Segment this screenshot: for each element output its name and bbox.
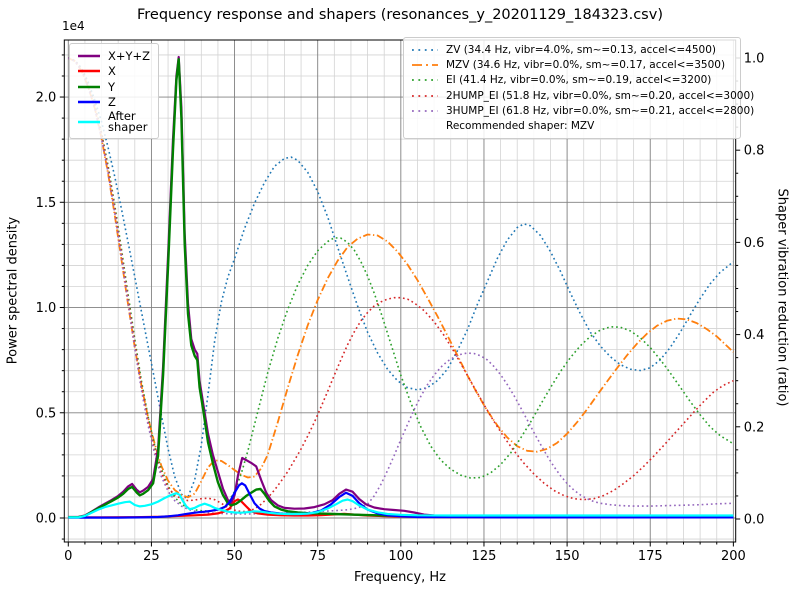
legend-label-recommended: Recommended shaper: MZV bbox=[446, 120, 595, 133]
empty-sample bbox=[411, 123, 439, 129]
series-x-y-z bbox=[68, 55, 734, 519]
y-left-tick-label-0.0: 0.0 bbox=[36, 512, 57, 527]
legend-shapers: ZV (34.4 Hz, vibr=4.0%, sm~=0.13, accel<… bbox=[403, 37, 754, 139]
legend-label-3hump-ei: 3HUMP_EI (61.8 Hz, vibr=0.0%, sm~=0.21, … bbox=[446, 104, 755, 117]
axes-group: 0 25 50 75 100 125 150 175 200 0.0 0.5 1.0 1.5 2.0 0.0… bbox=[36, 39, 765, 564]
legend-label-mzv: MZV (34.6 Hz, vibr=0.0%, sm~=0.17, accel… bbox=[446, 58, 726, 71]
x-tick-label-175: 175 bbox=[638, 549, 663, 564]
line-sample-xyz bbox=[78, 54, 100, 57]
line-sample-after-shaper bbox=[78, 120, 100, 124]
legend-item-x: X bbox=[77, 64, 150, 80]
y-right-tick-label-0.0: 0.0 bbox=[744, 512, 765, 527]
x-axis-label: Frequency, Hz bbox=[353, 570, 447, 585]
series-mzv bbox=[67, 57, 735, 499]
plot-border bbox=[63, 39, 737, 543]
dotted-line-sample-zv bbox=[412, 48, 438, 51]
series-after-shaper bbox=[68, 492, 734, 519]
y-left-tick-label-1.0: 1.0 bbox=[36, 301, 57, 316]
x-tick-label-50: 50 bbox=[226, 549, 243, 564]
chart-title: Frequency response and shapers (resonanc… bbox=[137, 7, 663, 23]
y-left-tick-label-1.5: 1.5 bbox=[36, 196, 57, 211]
legend-item-after-shaper: After shaper bbox=[77, 110, 150, 134]
y-left-axis-label: Power spectral density bbox=[5, 216, 21, 365]
x-tick-label-0: 0 bbox=[64, 549, 72, 564]
legend-item-ei: EI (41.4 Hz, vibr=0.0%, sm~=0.19, accel<… bbox=[411, 73, 732, 88]
legend-item-mzv: MZV (34.6 Hz, vibr=0.0%, sm~=0.17, accel… bbox=[411, 57, 732, 72]
legend-item-y: Y bbox=[77, 79, 150, 95]
y-right-tick-label-0.8: 0.8 bbox=[744, 144, 765, 159]
dotted-line-sample-3hump-ei bbox=[412, 109, 438, 112]
x-tick-label-200: 200 bbox=[721, 549, 746, 564]
y-right-axis-label: Shaper vibration reduction (ratio) bbox=[774, 188, 790, 407]
dotted-line-sample-2hump-ei bbox=[412, 94, 438, 97]
series-2hump-ei bbox=[67, 57, 734, 513]
x-tick-label-100: 100 bbox=[388, 549, 413, 564]
series-y bbox=[68, 58, 734, 519]
legend-label-after-shaper: After shaper bbox=[108, 108, 148, 134]
grid-minor bbox=[64, 40, 736, 542]
series-3hump-ei bbox=[67, 57, 734, 515]
legend-label-ei: EI (41.4 Hz, vibr=0.0%, sm~=0.19, accel<… bbox=[446, 74, 712, 87]
x-tick-label-75: 75 bbox=[309, 549, 326, 564]
y-left-tick-label-0.5: 0.5 bbox=[36, 406, 57, 421]
y-left-tick-label-2.0: 2.0 bbox=[36, 91, 57, 106]
legend-item-3hump-ei: 3HUMP_EI (61.8 Hz, vibr=0.0%, sm~=0.21, … bbox=[411, 103, 754, 118]
line-sample-y bbox=[78, 85, 100, 88]
series-zv bbox=[68, 57, 734, 499]
legend-label-xyz: X+Y+Z bbox=[108, 48, 151, 63]
line-sample-z bbox=[78, 101, 100, 104]
y-right-tick-label-0.2: 0.2 bbox=[744, 420, 765, 435]
legend-psd: X+Y+Z X Y Z After shaper bbox=[69, 43, 160, 139]
legend-label-y: Y bbox=[108, 79, 116, 94]
legend-item-zv: ZV (34.4 Hz, vibr=4.0%, sm~=0.13, accel<… bbox=[411, 42, 732, 57]
series-group bbox=[67, 55, 735, 519]
y-right-tick-label-0.6: 0.6 bbox=[744, 236, 765, 251]
legend-item-xyz: X+Y+Z bbox=[77, 48, 150, 64]
legend-label-2hump-ei: 2HUMP_EI (51.8 Hz, vibr=0.0%, sm~=0.20, … bbox=[446, 89, 755, 102]
x-tick-label-150: 150 bbox=[555, 549, 580, 564]
dotted-line-sample-ei bbox=[412, 79, 438, 82]
x-tick-label-125: 125 bbox=[472, 549, 497, 564]
y-axis-offset-text: 1e4 bbox=[62, 19, 85, 33]
y-right-tick-label-1.0: 1.0 bbox=[744, 51, 765, 66]
legend-item-z: Z bbox=[77, 95, 150, 111]
legend-item-2hump-ei: 2HUMP_EI (51.8 Hz, vibr=0.0%, sm~=0.20, … bbox=[411, 88, 754, 103]
x-tick-label-25: 25 bbox=[143, 549, 160, 564]
legend-footer-recommended: Recommended shaper: MZV bbox=[411, 118, 732, 133]
line-sample-x bbox=[78, 70, 100, 73]
legend-label-x: X bbox=[108, 64, 116, 79]
dashdot-line-sample-mzv bbox=[412, 64, 438, 66]
legend-label-z: Z bbox=[108, 95, 116, 110]
y-right-tick-label-0.4: 0.4 bbox=[744, 328, 765, 343]
legend-label-zv: ZV (34.4 Hz, vibr=4.0%, sm~=0.13, accel<… bbox=[446, 43, 716, 56]
